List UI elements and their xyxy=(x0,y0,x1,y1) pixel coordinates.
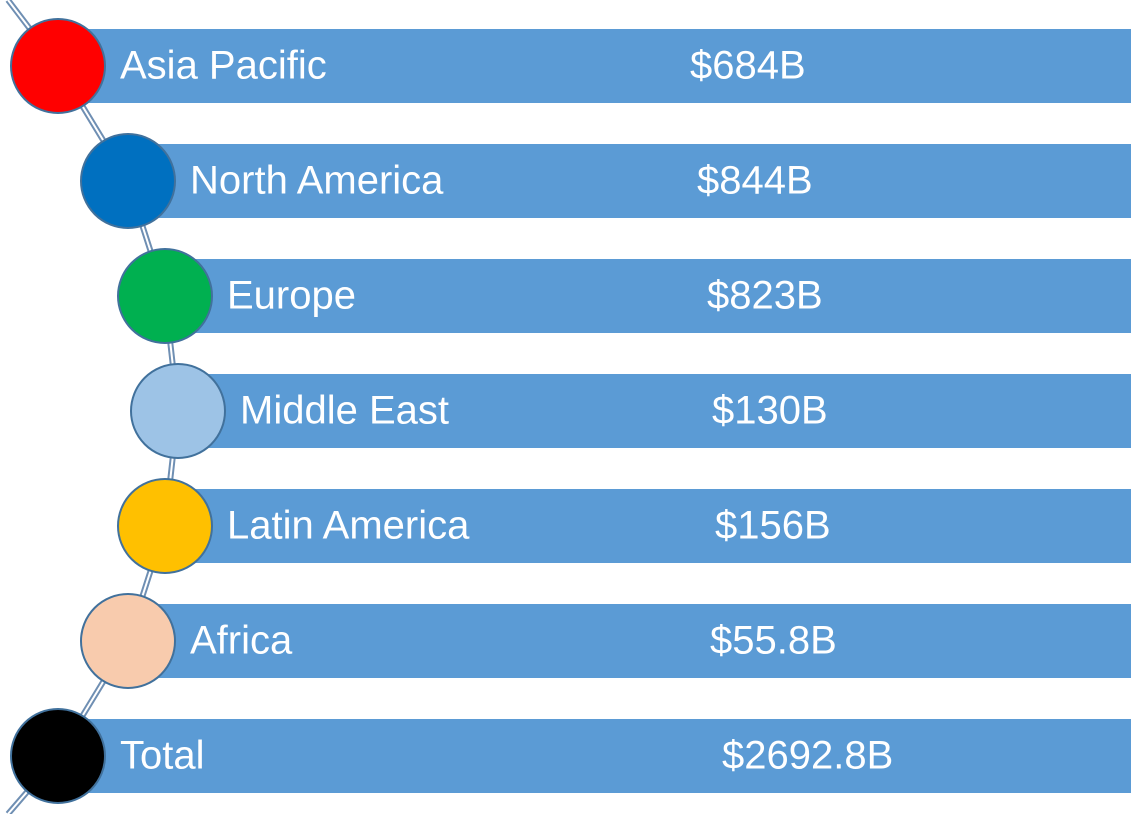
item-label: Middle East xyxy=(240,389,449,433)
item-value: $55.8B xyxy=(710,619,837,663)
item-circle xyxy=(80,593,176,689)
item-bar xyxy=(128,144,1131,218)
item-label: North America xyxy=(190,159,444,203)
item-circle xyxy=(117,248,213,344)
item-label: Africa xyxy=(190,619,293,663)
item-circle xyxy=(80,133,176,229)
item-value: $130B xyxy=(712,389,828,433)
item-bar xyxy=(128,604,1131,678)
item-value: $156B xyxy=(715,504,831,548)
item-bar xyxy=(165,259,1131,333)
item-circle xyxy=(130,363,226,459)
item-bar xyxy=(58,29,1131,103)
item-bar xyxy=(165,489,1131,563)
item-circle xyxy=(10,708,106,804)
item-label: Asia Pacific xyxy=(120,44,327,88)
item-label: Total xyxy=(120,734,205,778)
item-bar xyxy=(178,374,1131,448)
item-value: $844B xyxy=(697,159,813,203)
item-label: Europe xyxy=(227,274,356,318)
item-bar xyxy=(58,719,1131,793)
nodes xyxy=(10,18,226,804)
item-value: $2692.8B xyxy=(722,734,893,778)
item-label: Latin America xyxy=(227,504,470,548)
item-value: $823B xyxy=(707,274,823,318)
item-value: $684B xyxy=(690,44,806,88)
item-circle xyxy=(10,18,106,114)
bars: Asia Pacific $684B North America $844B Europ… xyxy=(58,29,1131,793)
item-circle xyxy=(117,478,213,574)
